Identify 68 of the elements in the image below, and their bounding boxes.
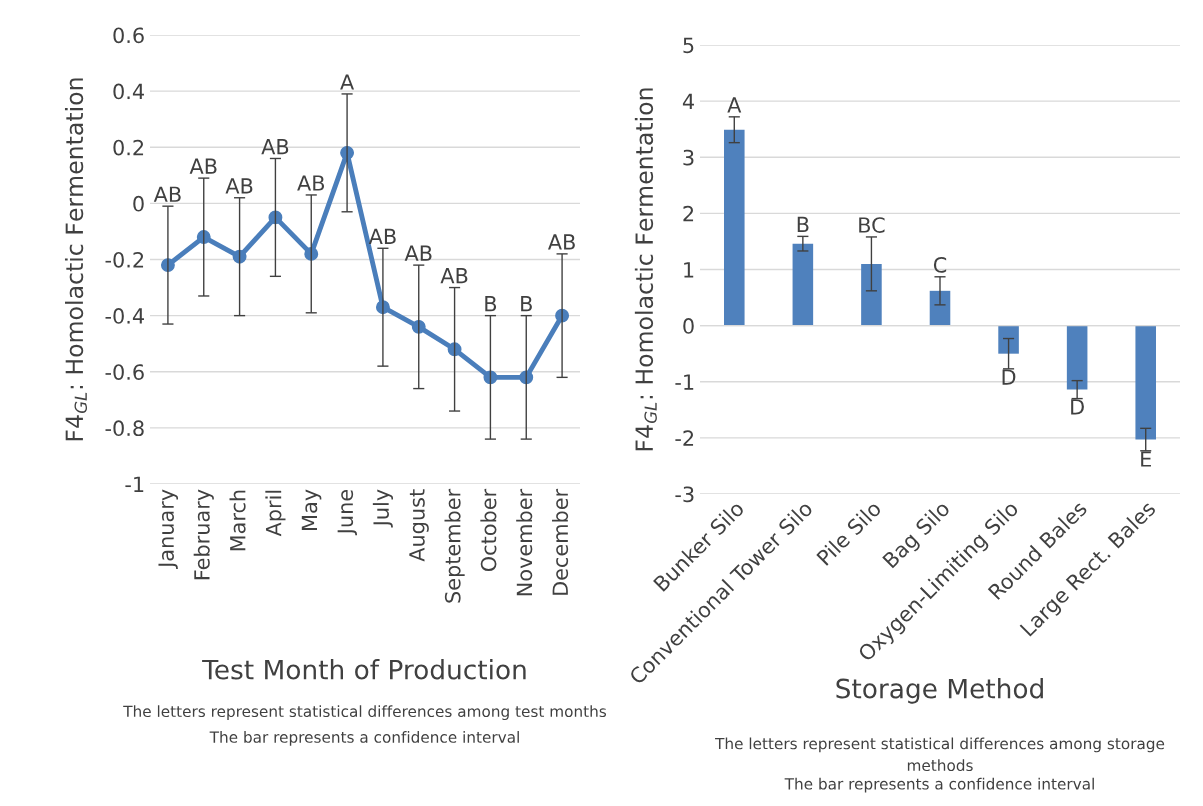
annotation: AB (297, 175, 325, 191)
x-tick-label: September (444, 488, 465, 603)
bar (1135, 325, 1156, 440)
annotation: AB (440, 268, 468, 284)
annotation: AB (368, 228, 396, 244)
bar (861, 263, 882, 326)
y-tick-label: -1 (675, 374, 694, 390)
y-tick-label: -0.2 (105, 251, 144, 268)
y-tick-label: -2 (675, 430, 694, 446)
bar (998, 325, 1019, 354)
y-tick-label: 3 (683, 149, 694, 166)
annotation: D (1071, 399, 1084, 415)
y-tick-label: -0.8 (105, 420, 144, 437)
bar (929, 290, 951, 326)
x-tick-label: November (516, 488, 533, 596)
text: The letters represent statistical differences among test months (123, 705, 607, 721)
annotation: AB (153, 186, 181, 202)
annotation: B (485, 296, 497, 312)
annotation: D (1002, 369, 1016, 385)
y-tick-label: -0.6 (105, 364, 144, 380)
y-tick-label: 1 (684, 262, 694, 278)
y-tick-label: -1 (125, 476, 144, 492)
bar (792, 243, 814, 326)
x-tick-label: Pile Silo (815, 499, 883, 566)
x-tick-label: February (193, 489, 214, 580)
y-tick-label: 0.2 (113, 139, 144, 156)
x-tick-label: December (552, 488, 569, 595)
y-tick-label: 4 (682, 93, 694, 110)
x-tick-label: August (409, 489, 429, 562)
annotation: AB (547, 234, 575, 250)
y-tick-label: 0.4 (113, 83, 144, 100)
annotation: A (340, 74, 355, 90)
text: The bar represents a confidence interval (784, 777, 1094, 793)
annotation: AB (261, 138, 289, 155)
x-tick-label: July (372, 489, 393, 528)
annotation: AB (225, 178, 253, 194)
text: The letters represent statistical differences among storage methods (715, 737, 1165, 772)
x-tick-label: May (301, 489, 322, 530)
bar (724, 129, 745, 326)
point (411, 319, 426, 334)
y-tick-label: 0 (133, 195, 144, 212)
x-tick-label: March (229, 490, 246, 551)
annotation: E (1141, 451, 1151, 467)
x-axis-title: Test Month of Production (202, 659, 526, 680)
x-axis-title: Storage Method (836, 678, 1043, 704)
y-tick-label: 0 (683, 318, 694, 334)
annotation: C (933, 257, 947, 273)
x-tick-label: October (480, 488, 497, 572)
y-tick-label: -3 (675, 486, 694, 503)
y-tick-label: 2 (683, 205, 694, 222)
point (304, 246, 319, 261)
annotation: AB (404, 245, 432, 261)
y-axis-title: F4$_{GL}$: Homolactic Fermentation (634, 88, 657, 451)
text: The bar represents a confidence interval (209, 731, 519, 746)
annotation: BC (859, 217, 885, 233)
bar (1066, 325, 1088, 390)
x-tick-label: January (158, 489, 178, 569)
y-tick-label: -0.4 (105, 308, 144, 324)
y-axis-title: F4$_{GL}$: Homolactic Fermentation (64, 78, 88, 441)
x-tick-label: April (265, 490, 286, 537)
annotation: B (521, 296, 532, 312)
y-tick-label: 0.6 (113, 27, 144, 44)
annotation: AB (189, 158, 217, 174)
y-tick-label: 5 (683, 37, 694, 54)
annotation: B (797, 216, 809, 233)
point (196, 230, 211, 244)
annotation: A (727, 97, 742, 113)
x-tick-label: June (337, 489, 357, 536)
